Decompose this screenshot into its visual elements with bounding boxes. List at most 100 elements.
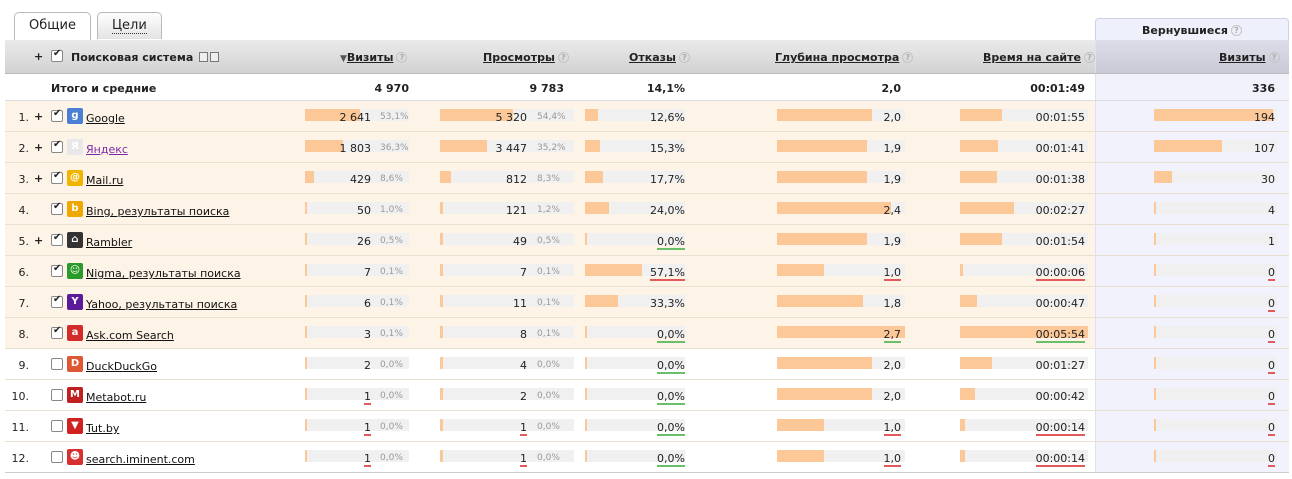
row-checkbox[interactable]: [51, 263, 63, 277]
header-bounces[interactable]: Отказы?: [629, 51, 690, 64]
depth-bar: [777, 419, 905, 431]
header-time-label[interactable]: Время на сайте: [983, 51, 1081, 64]
expand-row-button[interactable]: +: [34, 172, 44, 185]
visits-percent: 1,0%: [380, 205, 403, 215]
depth-bar-fill: [777, 357, 872, 369]
table-icon[interactable]: [210, 52, 220, 62]
row-checkbox[interactable]: [51, 451, 63, 463]
header-views-label[interactable]: Просмотры: [483, 51, 555, 64]
engine-link[interactable]: Bing, результаты поиска: [86, 205, 230, 218]
views-bar-fill: [440, 357, 443, 369]
depth-bar-fill: [777, 419, 825, 431]
engine-link[interactable]: Яндекс: [86, 143, 128, 156]
visits-bar-fill: [305, 450, 308, 462]
row-checkbox[interactable]: [51, 325, 63, 339]
header-bounces-label[interactable]: Отказы: [629, 51, 676, 64]
tab-goals[interactable]: Цели: [96, 12, 162, 39]
row-checkbox[interactable]: [51, 389, 63, 401]
row-checkbox[interactable]: [51, 358, 63, 370]
depth-value: 2,4: [883, 204, 902, 217]
returning-visits-bar: [1154, 450, 1277, 462]
engine-link[interactable]: Tut.by: [86, 422, 120, 435]
tab-general[interactable]: Общие: [14, 12, 91, 40]
visits-value: 1: [364, 421, 371, 436]
visits-bar: [305, 171, 409, 183]
expand-row-button[interactable]: +: [34, 110, 44, 123]
header-ret-visits-label[interactable]: Визиты: [1219, 51, 1266, 64]
expand-row-button[interactable]: +: [34, 234, 44, 247]
views-percent: 0,1%: [537, 267, 560, 277]
help-icon[interactable]: ?: [1083, 52, 1095, 63]
engine-link[interactable]: DuckDuckGo: [86, 360, 157, 373]
header-depth-label[interactable]: Глубина просмотра: [775, 51, 900, 64]
header-time[interactable]: Время на сайте?: [983, 51, 1095, 64]
row-checkbox[interactable]: [51, 139, 63, 153]
views-bar: [440, 450, 574, 462]
row-checkbox[interactable]: [51, 201, 63, 215]
expand-row-button[interactable]: +: [34, 141, 44, 154]
row-checkbox[interactable]: [51, 232, 63, 246]
returning-visits-bar: [1154, 295, 1277, 307]
engine-link[interactable]: search.iminent.com: [86, 453, 195, 466]
header-views[interactable]: Просмотры?: [483, 51, 569, 64]
visits-bar-fill: [305, 264, 308, 276]
row-checkbox[interactable]: [51, 420, 63, 432]
engine-link[interactable]: Google: [86, 112, 125, 125]
bounces-bar-fill: [585, 357, 587, 369]
engine-link[interactable]: Yahoo, результаты поиска: [86, 298, 238, 311]
depth-bar: [777, 326, 905, 338]
bounces-bar-fill: [585, 295, 619, 307]
row-number: 3.: [18, 173, 30, 186]
iminent-icon: ☻: [67, 449, 83, 465]
returning-visits-bar: [1154, 326, 1277, 338]
returning-visits-bar: [1154, 388, 1277, 400]
engine-link[interactable]: Nigma, результаты поиска: [86, 267, 241, 280]
engine-link[interactable]: Ask.com Search: [86, 329, 174, 342]
expand-all-button[interactable]: +: [34, 50, 44, 63]
time-value: 00:00:14: [1035, 421, 1085, 436]
engine-link[interactable]: Rambler: [86, 236, 133, 249]
select-all-checkbox[interactable]: [51, 48, 63, 62]
bounces-bar: [585, 450, 685, 462]
table-row: 10. M Metabot.ru 1 0,0% 2 0,0% 0,0% 2,0 00:00:42 0: [5, 380, 1289, 411]
returning-visits-value: 194: [1254, 111, 1275, 124]
help-icon[interactable]: ?: [1268, 52, 1280, 63]
row-checkbox[interactable]: [51, 294, 63, 308]
engine-link[interactable]: Mail.ru: [86, 174, 124, 187]
returning-visits-bar-fill: [1154, 388, 1157, 400]
visits-value: 1 803: [339, 142, 372, 155]
header-visits-label[interactable]: Визиты: [346, 51, 394, 64]
header-visits[interactable]: ▼Визиты?: [340, 51, 408, 64]
bounces-bar-fill: [585, 450, 587, 462]
header-returning-visits[interactable]: Визиты?: [1219, 51, 1280, 64]
views-value: 11: [513, 297, 527, 310]
row-checkbox[interactable]: [51, 108, 63, 122]
depth-bar: [777, 171, 905, 183]
header-engine-label: Поисковая система: [71, 51, 194, 64]
table-row: 5. + ⌂Rambler 26 0,5% 49 0,5% 0,0% 1,9 00:01:54 1: [5, 225, 1289, 256]
help-icon[interactable]: ?: [902, 52, 914, 63]
time-bar-fill: [960, 357, 992, 369]
depth-bar: [777, 450, 905, 462]
visits-bar: [305, 388, 409, 400]
help-icon[interactable]: ?: [678, 52, 690, 63]
help-icon[interactable]: ?: [396, 52, 408, 63]
visits-value: 2 641: [339, 111, 372, 124]
depth-value: 2,0: [883, 111, 902, 124]
columns-icon[interactable]: [199, 52, 209, 62]
engine-link[interactable]: Metabot.ru: [86, 391, 147, 404]
time-value: 00:02:27: [1035, 204, 1085, 217]
views-value: 121: [506, 204, 527, 217]
bounces-bar: [585, 357, 685, 369]
help-icon[interactable]: ?: [557, 52, 569, 63]
row-checkbox[interactable]: [51, 170, 63, 184]
depth-value: 1,9: [883, 235, 902, 248]
visits-percent: 0,1%: [380, 298, 403, 308]
header-depth[interactable]: Глубина просмотра?: [775, 51, 914, 64]
visits-bar-fill: [305, 419, 308, 431]
depth-bar: [777, 109, 905, 121]
help-icon[interactable]: ?: [1230, 25, 1242, 36]
views-bar-fill: [440, 326, 443, 338]
